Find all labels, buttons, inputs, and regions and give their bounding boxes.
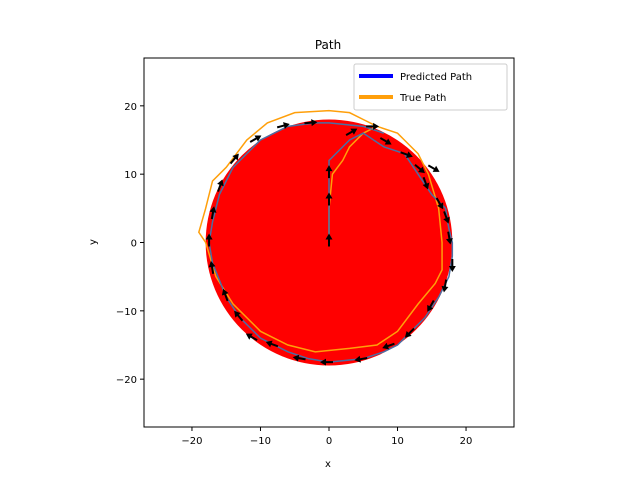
- x-axis-label: x: [325, 459, 331, 470]
- y-tick-label: −10: [116, 307, 137, 318]
- direction-arrow: [435, 197, 444, 210]
- direction-arrow: [427, 300, 435, 312]
- direction-arrow: [325, 192, 333, 206]
- direction-arrow: [382, 342, 395, 350]
- direction-arrow: [441, 279, 449, 293]
- direction-arrow: [276, 122, 290, 129]
- direction-arrow: [443, 211, 450, 224]
- direction-arrow: [345, 128, 358, 137]
- x-tick-label: 0: [326, 436, 332, 447]
- direction-arrow: [325, 165, 333, 179]
- direction-arrow: [234, 310, 244, 322]
- x-tick-label: 10: [391, 436, 404, 447]
- direction-arrow: [414, 163, 425, 174]
- direction-arrow: [445, 231, 453, 245]
- direction-arrow: [209, 206, 217, 220]
- direction-arrow: [427, 164, 440, 172]
- direction-arrow: [208, 260, 216, 274]
- legend: Predicted Path True Path: [353, 63, 508, 111]
- x-tick-label: −20: [181, 436, 202, 447]
- direction-arrow: [249, 135, 262, 143]
- y-axis-label: y: [88, 239, 99, 245]
- direction-arrow: [229, 153, 239, 165]
- direction-arrow: [292, 354, 306, 362]
- axis-ticks: −20 −10 0 10 20 −20 −10 0 10 20: [116, 102, 473, 447]
- y-tick-label: 10: [124, 170, 137, 181]
- chart-title: Path: [315, 38, 341, 52]
- direction-arrow: [404, 327, 415, 338]
- direction-arrow: [422, 176, 430, 190]
- y-tick-label: 20: [124, 102, 137, 113]
- y-tick-label: −20: [116, 375, 137, 386]
- legend-label-true: True Path: [399, 93, 446, 104]
- legend-label-predicted: Predicted Path: [400, 72, 472, 83]
- direction-arrow: [325, 233, 333, 247]
- x-tick-label: −10: [250, 436, 271, 447]
- x-tick-label: 20: [460, 436, 473, 447]
- direction-arrow: [448, 259, 456, 272]
- direction-arrow: [354, 355, 368, 363]
- direction-arrow: [217, 179, 224, 192]
- predicted-path-line: [208, 122, 454, 363]
- direction-arrow: [366, 122, 380, 130]
- direction-arrow: [221, 288, 229, 302]
- direction-arrow: [205, 233, 213, 247]
- plot-area: [197, 109, 456, 366]
- direction-arrow: [320, 358, 333, 366]
- direction-arrow: [245, 333, 258, 342]
- y-tick-label: 0: [131, 239, 137, 250]
- direction-arrow: [304, 119, 318, 127]
- direction-arrow: [265, 340, 279, 348]
- direction-arrow: [379, 137, 392, 145]
- direction-arrow: [400, 151, 413, 158]
